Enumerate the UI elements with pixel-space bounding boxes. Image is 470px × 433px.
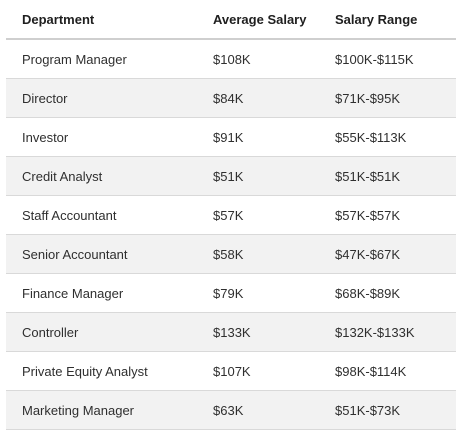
column-header-average-salary: Average Salary — [213, 0, 335, 40]
average-salary-cell: $79K — [213, 273, 335, 313]
department-cell: Senior Accountant — [6, 234, 213, 274]
table-row: Controller $133K $132K-$133K — [6, 312, 456, 352]
table-row: Senior Accountant $58K $47K-$67K — [6, 234, 456, 274]
department-cell: Marketing Manager — [6, 390, 213, 430]
salary-range-cell: $71K-$95K — [335, 78, 456, 118]
salary-range-cell: $132K-$133K — [335, 312, 456, 352]
salary-range-cell: $51K-$51K — [335, 156, 456, 196]
table-row: Private Equity Analyst $107K $98K-$114K — [6, 351, 456, 391]
salary-range-cell: $57K-$57K — [335, 195, 456, 235]
table-row: Director $84K $71K-$95K — [6, 78, 456, 118]
average-salary-cell: $51K — [213, 156, 335, 196]
average-salary-cell: $63K — [213, 390, 335, 430]
table-row: Investor $91K $55K-$113K — [6, 117, 456, 157]
average-salary-cell: $57K — [213, 195, 335, 235]
department-cell: Investor — [6, 117, 213, 157]
table-body: Program Manager $108K $100K-$115K Direct… — [6, 39, 456, 430]
department-cell: Finance Manager — [6, 273, 213, 313]
table-row: Finance Manager $79K $68K-$89K — [6, 273, 456, 313]
column-header-department: Department — [6, 0, 213, 40]
salary-range-cell: $51K-$73K — [335, 390, 456, 430]
average-salary-cell: $58K — [213, 234, 335, 274]
department-cell: Credit Analyst — [6, 156, 213, 196]
column-header-salary-range: Salary Range — [335, 0, 456, 40]
average-salary-cell: $84K — [213, 78, 335, 118]
table-row: Staff Accountant $57K $57K-$57K — [6, 195, 456, 235]
average-salary-cell: $107K — [213, 351, 335, 391]
department-cell: Controller — [6, 312, 213, 352]
average-salary-cell: $133K — [213, 312, 335, 352]
header-row: Department Average Salary Salary Range — [6, 0, 456, 40]
average-salary-cell: $108K — [213, 39, 335, 79]
department-cell: Private Equity Analyst — [6, 351, 213, 391]
salary-table: Department Average Salary Salary Range P… — [6, 0, 456, 430]
table-row: Credit Analyst $51K $51K-$51K — [6, 156, 456, 196]
department-cell: Director — [6, 78, 213, 118]
salary-range-cell: $47K-$67K — [335, 234, 456, 274]
salary-range-cell: $55K-$113K — [335, 117, 456, 157]
salary-range-cell: $98K-$114K — [335, 351, 456, 391]
table-row: Program Manager $108K $100K-$115K — [6, 39, 456, 79]
table-header: Department Average Salary Salary Range — [6, 0, 456, 40]
salary-range-cell: $68K-$89K — [335, 273, 456, 313]
salary-range-cell: $100K-$115K — [335, 39, 456, 79]
table-row: Marketing Manager $63K $51K-$73K — [6, 390, 456, 430]
average-salary-cell: $91K — [213, 117, 335, 157]
department-cell: Program Manager — [6, 39, 213, 79]
department-cell: Staff Accountant — [6, 195, 213, 235]
